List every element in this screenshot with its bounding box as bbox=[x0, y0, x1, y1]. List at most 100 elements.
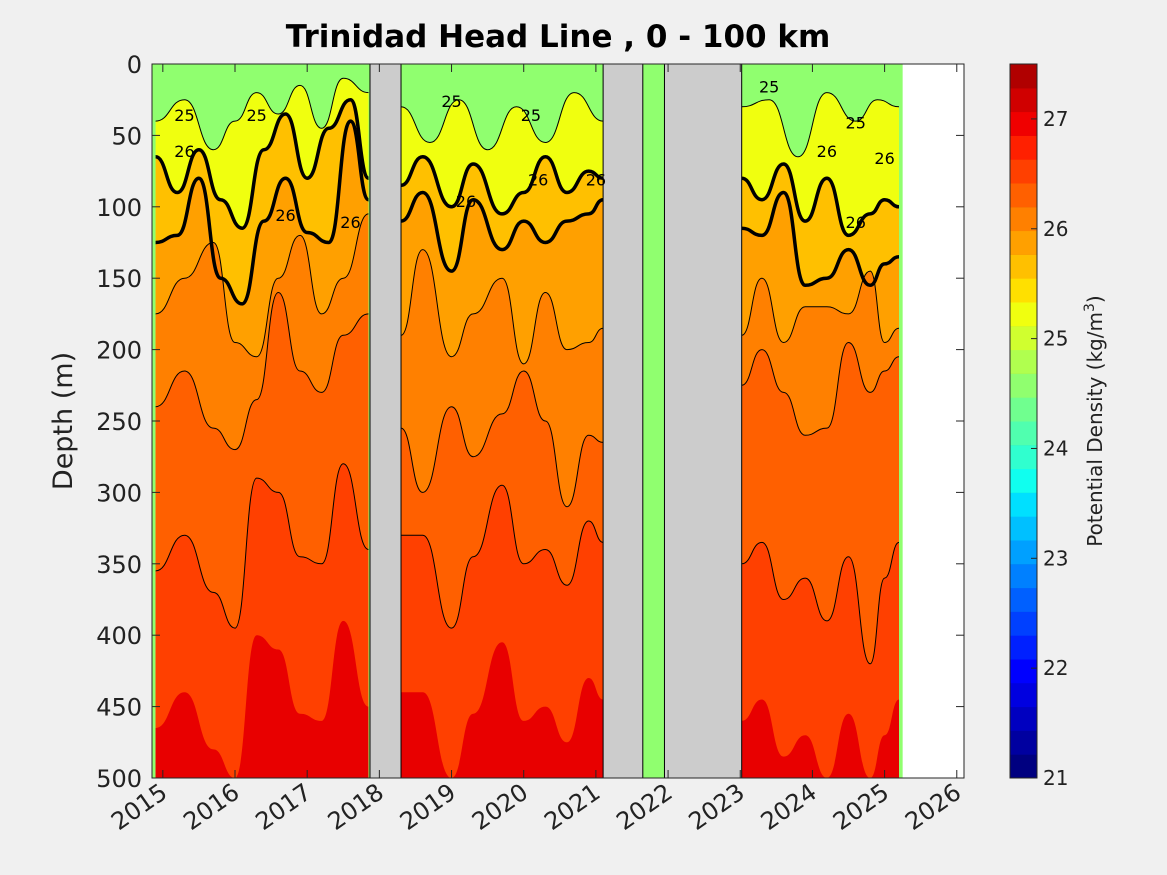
colorbar-swatch bbox=[1010, 183, 1037, 208]
contour-label: 26 bbox=[174, 142, 194, 161]
density-band bbox=[401, 642, 604, 778]
density-band bbox=[155, 463, 369, 778]
isopycnal-line bbox=[741, 92, 900, 158]
contour-label: 26 bbox=[586, 170, 606, 189]
isopycnal-line bbox=[401, 484, 604, 629]
y-tick-label: 500 bbox=[96, 765, 142, 793]
y-tick-label: 150 bbox=[96, 265, 142, 293]
chart-title: Trinidad Head Line , 0 - 100 km bbox=[286, 19, 831, 55]
x-tick-label: 2019 bbox=[395, 778, 461, 836]
isopycnal-line bbox=[741, 541, 900, 665]
colorbar-swatch bbox=[1010, 135, 1037, 160]
contour-label: 26 bbox=[846, 213, 866, 232]
y-tick-label: 250 bbox=[96, 408, 142, 436]
colorbar-frame bbox=[1009, 63, 1038, 779]
contour-label: 25 bbox=[246, 106, 266, 125]
colorbar-swatch bbox=[1010, 349, 1037, 374]
y-tick-label: 200 bbox=[96, 337, 142, 365]
colorbar-swatch bbox=[1010, 325, 1037, 351]
colorbar-swatch bbox=[1010, 230, 1037, 255]
contour-label: 26 bbox=[874, 149, 894, 168]
density-band bbox=[741, 542, 899, 778]
x-tick-label: 2021 bbox=[539, 778, 605, 836]
colorbar-swatch bbox=[1010, 587, 1037, 612]
density-band bbox=[642, 64, 665, 778]
isopycnal-line bbox=[155, 77, 369, 151]
contour-label: 25 bbox=[174, 106, 194, 125]
y-tick-label: 50 bbox=[111, 122, 142, 150]
colorbar-label: Potential Density (kg/m3) bbox=[1082, 295, 1107, 546]
isopycnal-line bbox=[741, 162, 900, 238]
y-tick-label: 0 bbox=[127, 51, 142, 79]
contour-label: 25 bbox=[759, 78, 779, 97]
colorbar-swatch bbox=[1010, 730, 1037, 755]
colorbar-swatch bbox=[1010, 540, 1037, 565]
colorbar-swatch bbox=[1010, 278, 1037, 303]
colorbar-swatch bbox=[1010, 302, 1037, 327]
colorbar-swatch bbox=[1010, 64, 1037, 89]
colorbar-swatch bbox=[1010, 706, 1037, 731]
density-band bbox=[155, 620, 369, 778]
y-tick-label: 300 bbox=[96, 479, 142, 507]
isopycnal-line bbox=[741, 190, 900, 288]
colorbar-swatch bbox=[1010, 635, 1037, 660]
x-tick-label: 2023 bbox=[684, 778, 750, 836]
isopycnal-line bbox=[741, 270, 900, 344]
y-tick-label: 100 bbox=[96, 194, 142, 222]
contour-label: 26 bbox=[528, 170, 548, 189]
x-tick-label: 2022 bbox=[611, 778, 677, 836]
no-data-gap bbox=[663, 64, 743, 778]
colorbar-tick-label: 23 bbox=[1043, 546, 1068, 570]
colorbar-swatch bbox=[1010, 373, 1037, 398]
colorbar-swatch bbox=[1010, 254, 1037, 279]
no-data-gap bbox=[369, 64, 402, 778]
x-tick-label: 2024 bbox=[756, 778, 822, 836]
x-tick-label: 2018 bbox=[323, 778, 389, 836]
colorbar-swatch bbox=[1010, 492, 1037, 517]
colorbar-swatch bbox=[1010, 682, 1037, 708]
contour-label: 25 bbox=[441, 92, 461, 111]
y-tick-label: 350 bbox=[96, 551, 142, 579]
isopycnal-line bbox=[400, 249, 604, 365]
colorbar-tick-label: 25 bbox=[1043, 327, 1068, 351]
isopycnal-line bbox=[155, 213, 369, 358]
colorbar-tick-label: 21 bbox=[1043, 766, 1068, 790]
isopycnal-line bbox=[400, 370, 604, 508]
y-axis-label: Depth (m) bbox=[48, 352, 79, 490]
density-band bbox=[401, 485, 604, 778]
x-tick-label: 2017 bbox=[251, 778, 317, 836]
colorbar-swatch bbox=[1010, 468, 1037, 493]
colorbar: 21 22 23 24 25 26 27 bbox=[1009, 63, 1068, 790]
colorbar-tick-label: 22 bbox=[1043, 656, 1068, 680]
colorbar-swatch bbox=[1010, 516, 1037, 541]
x-tick-label: 2016 bbox=[178, 778, 244, 836]
isopycnal-line bbox=[155, 463, 369, 629]
colorbar-swatch bbox=[1010, 111, 1037, 136]
colorbar-tick-label: 24 bbox=[1043, 436, 1068, 460]
y-tick-label: 400 bbox=[96, 622, 142, 650]
y-axis: 0 50 100 150 200 250 300 350 400 450 500 bbox=[96, 51, 964, 793]
isopycnal-line bbox=[400, 92, 604, 151]
contour-label: 26 bbox=[340, 213, 360, 232]
contour-label: 26 bbox=[275, 206, 295, 225]
x-tick-label: 2020 bbox=[467, 778, 533, 836]
contour-label: 25 bbox=[521, 106, 541, 125]
isopycnal-line bbox=[154, 97, 371, 230]
isopycnal-line bbox=[741, 341, 900, 436]
colorbar-swatch bbox=[1010, 563, 1037, 589]
colorbar-tick-label: 27 bbox=[1043, 107, 1068, 131]
colorbar-swatch bbox=[1010, 206, 1037, 232]
colorbar-swatch bbox=[1010, 659, 1037, 684]
isopycnal-line bbox=[400, 190, 604, 273]
colorbar-swatch bbox=[1010, 87, 1037, 113]
isopycnal-line bbox=[155, 119, 371, 306]
isopycnal-line bbox=[400, 155, 604, 216]
colorbar-swatch bbox=[1010, 397, 1037, 422]
contour-label: 25 bbox=[846, 113, 866, 132]
isopycnal-line bbox=[155, 291, 369, 451]
colorbar-tick-label: 26 bbox=[1043, 217, 1068, 241]
colorbar-swatch bbox=[1010, 159, 1037, 184]
no-data-gap bbox=[602, 64, 644, 778]
density-band bbox=[741, 699, 899, 778]
